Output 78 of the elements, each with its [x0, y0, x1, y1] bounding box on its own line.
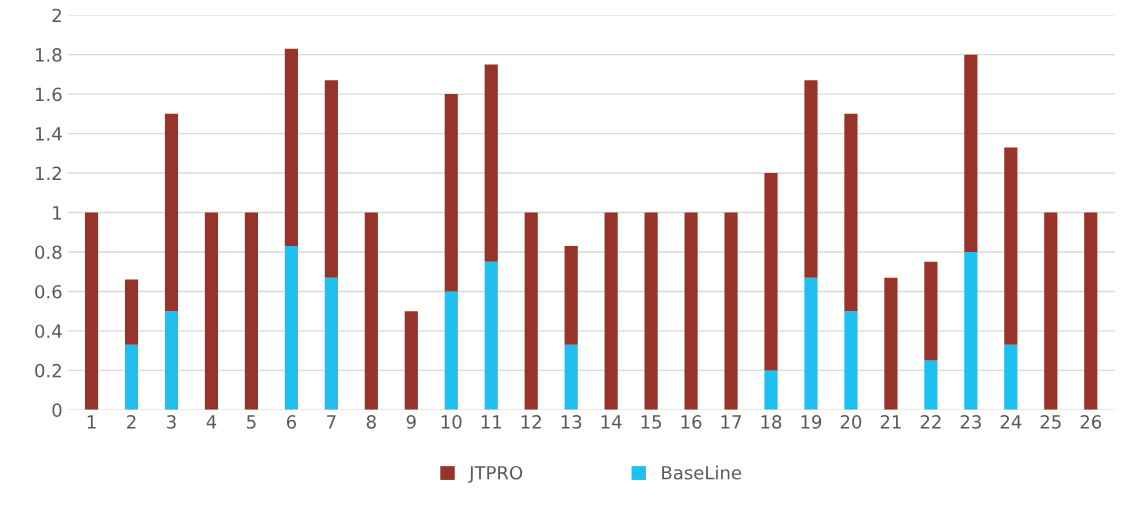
- x-tick-label: 1: [87, 415, 96, 429]
- bar: [724, 212, 738, 410]
- bar: [564, 246, 578, 345]
- x-tick-label: 26: [1080, 415, 1102, 429]
- bar: [604, 212, 618, 410]
- x-tick-label: 22: [920, 415, 941, 429]
- bar: [444, 291, 458, 410]
- bar: [764, 173, 778, 371]
- bar: [964, 54, 978, 252]
- bar: [124, 344, 139, 410]
- bar: [164, 311, 179, 410]
- x-tick-label: 24: [1000, 415, 1022, 429]
- x-tick-label: 4: [206, 415, 217, 429]
- legend-label: BaseLine: [662, 465, 742, 480]
- bar: [884, 277, 898, 410]
- bar: [844, 311, 858, 410]
- x-tick-label: 2: [127, 415, 136, 429]
- bar: [844, 113, 858, 312]
- bar: [284, 246, 298, 410]
- bar: [204, 212, 219, 410]
- x-tick-label: 13: [561, 415, 582, 429]
- bar: [1004, 344, 1018, 410]
- x-tick-label: 3: [167, 415, 176, 429]
- x-tick-label: 9: [406, 415, 416, 429]
- y-tick-label: 0.4: [35, 324, 62, 339]
- y-tick-label: 1.2: [35, 166, 61, 180]
- bar: [404, 311, 418, 410]
- y-tick-label: 1: [53, 206, 62, 220]
- y-tick-label: 1.6: [35, 87, 62, 102]
- y-tick-label: 0.2: [35, 363, 61, 378]
- bar: [644, 212, 658, 410]
- x-tick-label: 23: [960, 415, 981, 429]
- bar: [964, 251, 978, 410]
- bar: [684, 212, 698, 410]
- bar: [284, 48, 298, 247]
- x-tick-label: 25: [1040, 415, 1061, 429]
- x-tick-label: 7: [327, 415, 336, 429]
- x-tick-label: 8: [366, 415, 376, 429]
- x-tick-label: 21: [880, 415, 901, 429]
- bar: [324, 277, 338, 410]
- x-tick-label: 19: [801, 415, 822, 429]
- y-tick-label: 0.8: [35, 245, 62, 260]
- legend-label: JTPRO: [468, 465, 523, 483]
- bar: [84, 212, 99, 410]
- x-tick-label: 11: [481, 415, 502, 429]
- x-tick-label: 14: [601, 415, 622, 429]
- bar: [804, 80, 818, 278]
- bar: [324, 80, 338, 278]
- x-tick-label: 10: [441, 415, 462, 429]
- bar: [484, 261, 498, 410]
- x-tick-label: 5: [247, 415, 256, 429]
- y-tick-label: 2: [52, 8, 61, 23]
- y-tick-label: 0.6: [35, 284, 62, 299]
- bar: [764, 370, 778, 410]
- bar: [124, 279, 139, 345]
- bar: [444, 94, 458, 292]
- y-tick-label: 0: [52, 403, 62, 417]
- bar: [1044, 212, 1058, 410]
- x-tick-label: 20: [840, 415, 862, 429]
- x-tick-label: 17: [721, 415, 741, 429]
- bar: [924, 261, 938, 361]
- bar: [164, 113, 179, 312]
- bar: [364, 212, 378, 410]
- x-tick-label: 6: [286, 415, 296, 429]
- bar: [244, 212, 259, 410]
- x-tick-label: 15: [641, 415, 662, 429]
- bar: [1004, 147, 1018, 345]
- bar: [1084, 212, 1098, 410]
- y-tick-label: 1.8: [35, 48, 62, 62]
- x-tick-label: 16: [681, 415, 702, 429]
- bar: [924, 360, 938, 410]
- bar: [804, 277, 818, 410]
- x-tick-label: 12: [521, 415, 541, 429]
- bar: [484, 64, 498, 262]
- x-tick-label: 18: [761, 415, 782, 429]
- bar: [524, 212, 538, 410]
- y-tick-label: 1.4: [35, 127, 62, 141]
- bar: [564, 344, 578, 410]
